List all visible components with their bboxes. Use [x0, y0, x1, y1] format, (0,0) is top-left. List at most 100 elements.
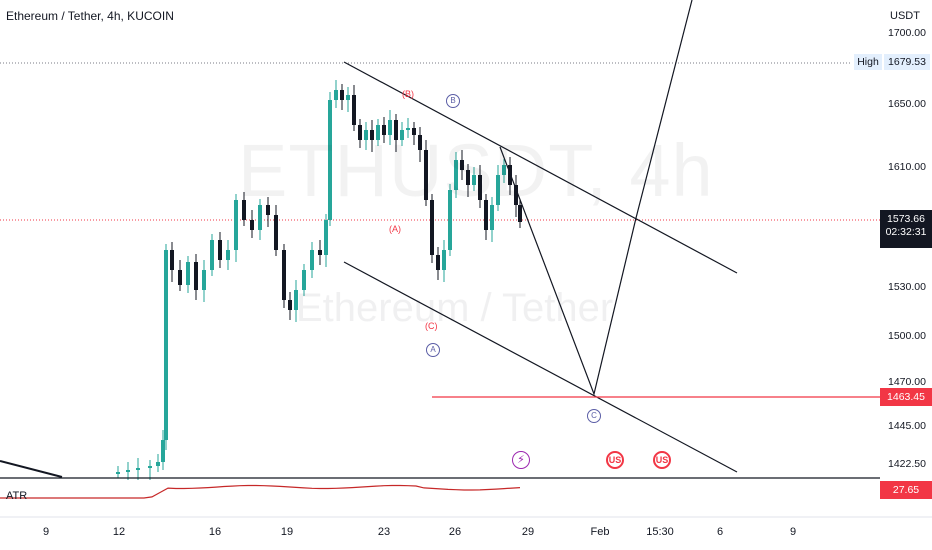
time-tick: 12	[112, 526, 126, 538]
price-tick: 1700.00	[888, 27, 926, 39]
time-tick: Feb	[590, 526, 610, 538]
wave-label-b-circle: B	[446, 94, 460, 108]
candle-body	[178, 270, 182, 285]
candle-body	[274, 215, 278, 250]
us-flag-icon[interactable]: US	[653, 451, 671, 469]
candle-body	[334, 90, 338, 100]
candle-body	[294, 290, 298, 310]
high-value: 1679.53	[884, 54, 930, 70]
candle-body	[288, 300, 292, 310]
candle-body	[318, 250, 322, 255]
candle-body	[472, 175, 476, 185]
candle-body	[352, 95, 356, 125]
candle-body	[324, 220, 328, 255]
time-tick: 29	[521, 526, 535, 538]
candle-body	[514, 185, 518, 205]
candle-body	[186, 262, 190, 285]
wave-label-c-red: (C)	[425, 321, 438, 331]
candle-body	[400, 130, 404, 140]
current-price-tag: 1573.66 02:32:31	[880, 210, 932, 248]
candle-body	[406, 128, 410, 130]
currency-label: USDT	[890, 10, 920, 22]
candle-body	[424, 150, 428, 200]
wave-label-b-red: (B)	[402, 89, 414, 99]
candle-body	[148, 466, 152, 468]
lightning-icon[interactable]: ⚡︎	[512, 451, 530, 469]
candle-body	[376, 125, 380, 140]
candle-body	[478, 175, 482, 200]
high-label: High	[854, 54, 882, 70]
price-tick: 1650.00	[888, 98, 926, 110]
wave-label-a-circle: A	[426, 343, 440, 357]
price-tick: 1445.00	[888, 420, 926, 432]
candle-body	[194, 262, 198, 290]
candle-body	[218, 240, 222, 260]
projection-path[interactable]	[499, 0, 693, 397]
atr-line	[0, 484, 521, 499]
candle-body	[328, 100, 332, 220]
candle-body	[442, 250, 446, 270]
trend-line-left[interactable]	[0, 460, 63, 478]
wave-label-a-red: (A)	[389, 224, 401, 234]
chart-title[interactable]: Ethereum / Tether, 4h, KUCOIN	[6, 9, 174, 23]
candle-body	[242, 200, 246, 220]
candle-body	[234, 200, 238, 250]
candle-body	[466, 170, 470, 185]
candle-body	[502, 165, 506, 175]
time-tick: 6	[716, 526, 724, 538]
price-tick: 1470.00	[888, 376, 926, 388]
wave-label-c-circle: C	[587, 409, 601, 423]
time-tick: 26	[448, 526, 462, 538]
candle-body	[382, 125, 386, 135]
bar-countdown: 02:32:31	[885, 226, 927, 238]
candle-body	[226, 250, 230, 260]
candle-body	[394, 120, 398, 140]
candle-body	[302, 270, 306, 290]
candle-body	[484, 200, 488, 230]
candle-body	[250, 220, 254, 230]
time-tick: 19	[280, 526, 294, 538]
candle-body	[418, 135, 422, 150]
channel-upper-line[interactable]	[343, 61, 738, 274]
candle-body	[460, 160, 464, 170]
candle-body	[358, 125, 362, 140]
candle-body	[116, 472, 120, 474]
time-tick: 16	[208, 526, 222, 538]
candle-body	[518, 205, 522, 222]
candle-body	[370, 130, 374, 140]
candle-body	[364, 130, 368, 140]
price-tick: 1422.50	[888, 458, 926, 470]
price-tick: 1530.00	[888, 281, 926, 293]
price-tick: 1610.00	[888, 161, 926, 173]
candle-body	[136, 468, 140, 470]
candle-body	[210, 240, 214, 270]
current-price-value: 1573.66	[887, 213, 925, 225]
time-tick: 9	[789, 526, 797, 538]
candle-body	[282, 250, 286, 300]
atr-value-tag: 27.65	[880, 481, 932, 499]
candle-body	[164, 250, 168, 440]
candle-body	[346, 95, 350, 100]
channel-lower-line[interactable]	[343, 261, 738, 473]
target-price-tag: 1463.45	[880, 388, 932, 406]
candle-body	[310, 250, 314, 270]
candle-body	[496, 175, 500, 205]
candle-body	[430, 200, 434, 255]
candle-body	[161, 440, 165, 462]
candle-body	[266, 205, 270, 215]
atr-indicator-label[interactable]: ATR	[6, 490, 28, 502]
candle-body	[454, 160, 458, 190]
candle-body	[448, 190, 452, 250]
candle-body	[156, 462, 160, 466]
candle-body	[340, 90, 344, 100]
time-tick: 9	[42, 526, 50, 538]
symbol-watermark: ETHUSDT, 4h	[238, 129, 714, 212]
us-flag-icon[interactable]: US	[606, 451, 624, 469]
candle-body	[508, 165, 512, 185]
candle-body	[258, 205, 262, 230]
candle-body	[170, 250, 174, 270]
time-tick: 15:30	[646, 526, 674, 538]
candlestick-series	[116, 80, 522, 480]
candle-body	[436, 255, 440, 270]
